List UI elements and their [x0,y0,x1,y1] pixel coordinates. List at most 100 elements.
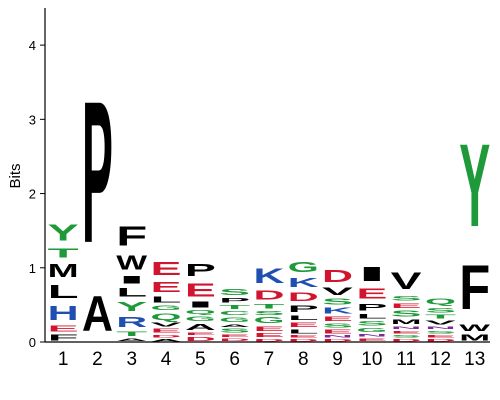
logo-letter: F [116,220,147,251]
x-tick-label: 4 [161,349,172,370]
logo-letter: K [322,306,353,315]
logo-letter: A [219,324,250,328]
logo-letter: E [219,334,250,338]
logo-letter: S [425,330,456,334]
logo-letter: N [391,326,422,330]
logo-letter: S [219,288,250,297]
logo-letter: D [219,338,250,342]
logo-letter: P [219,297,250,304]
logo-letter: H [48,303,79,325]
logo-letter: M [391,318,422,325]
y-axis-title: Bits [7,163,24,188]
logo-letter: E [322,315,353,322]
logo-letter: N [356,333,387,337]
x-tick-label: 1 [58,349,69,370]
logo-letter: L [48,281,79,302]
x-tick-label: 8 [298,349,309,370]
logo-letter: K [288,275,319,290]
logo-letter: V [322,286,354,298]
logo-letter: S [219,328,250,334]
logo-letter: E [288,321,319,328]
logo-letter: S [391,335,422,339]
logo-letter: V [425,320,456,326]
y-tick-label: 0 [29,335,36,350]
logo-letter: R [116,314,147,330]
logo-letter: N [322,335,353,339]
logo-letter: L [356,312,387,320]
logo-letter: G [253,316,284,325]
logo-letter: L [288,314,319,322]
logo-letter: G [151,304,182,311]
logo-letter: G [185,315,216,322]
x-tick-label: 7 [264,349,275,370]
y-tick-label: 4 [29,38,36,53]
logo-letter: T [116,330,147,338]
logo-letter: T [48,245,79,260]
stack-position-2: AP [82,60,113,342]
logo-letter: E [253,325,284,332]
logo-letter: D [253,338,284,342]
logo-letter: S [253,310,284,316]
logo-letter: D [151,334,182,338]
logo-letter: E [151,328,182,334]
logo-letter: M [48,261,79,282]
logo-letter: Y [116,299,147,314]
logo-letter: I [356,263,387,285]
logo-letter: Y [459,120,490,252]
logo-letter: D [185,336,216,342]
y-tick-label: 3 [29,112,36,127]
logo-letter: Q [185,309,216,315]
logo-letter: E [391,302,422,309]
logo-letter: A [116,338,147,342]
logo-letter: F [459,253,490,323]
logo-letter: T [425,314,456,320]
logo-letter: D [322,266,353,285]
logo-letter: P [356,302,387,312]
y-ticks: 0 1 2 3 4 [29,38,45,350]
logo-letter: A [151,338,182,342]
logo-letter: S [391,295,422,302]
logo-letter: D [322,338,353,342]
logo-letter: S [322,298,353,307]
logo-letter: G [288,259,319,275]
logo-letter: I [185,300,216,309]
axes: Bits [7,8,490,343]
x-tick-label: 11 [396,349,416,370]
logo-letter: G [219,316,250,323]
logo-letter: P [288,304,319,314]
logo-letter: Q [151,312,182,322]
y-tick-label: 1 [29,261,36,276]
x-tick-label: 12 [430,349,451,370]
logo-letter: E [356,338,387,342]
logo-letter: S [425,307,456,314]
logo-letter: W [459,323,490,333]
x-ticks: 1 2 3 4 5 6 7 8 9 10 11 12 13 [58,349,485,370]
logo-letter: E [425,335,456,339]
logo-letter: E [185,280,216,300]
logo-letter: I [116,274,147,286]
logo-letter: D [288,338,319,342]
logo-letter: V [391,268,422,295]
logo-letter: S [391,310,422,319]
logo-letter: E [391,330,422,334]
logo-letter: S [322,323,353,329]
x-tick-label: 3 [126,349,137,370]
logo-letter: E [185,332,216,336]
logo-letter: E [48,324,79,333]
logo-letter: A [185,323,216,332]
logo-letter: L [288,329,319,335]
logo-letter: M [459,333,490,342]
